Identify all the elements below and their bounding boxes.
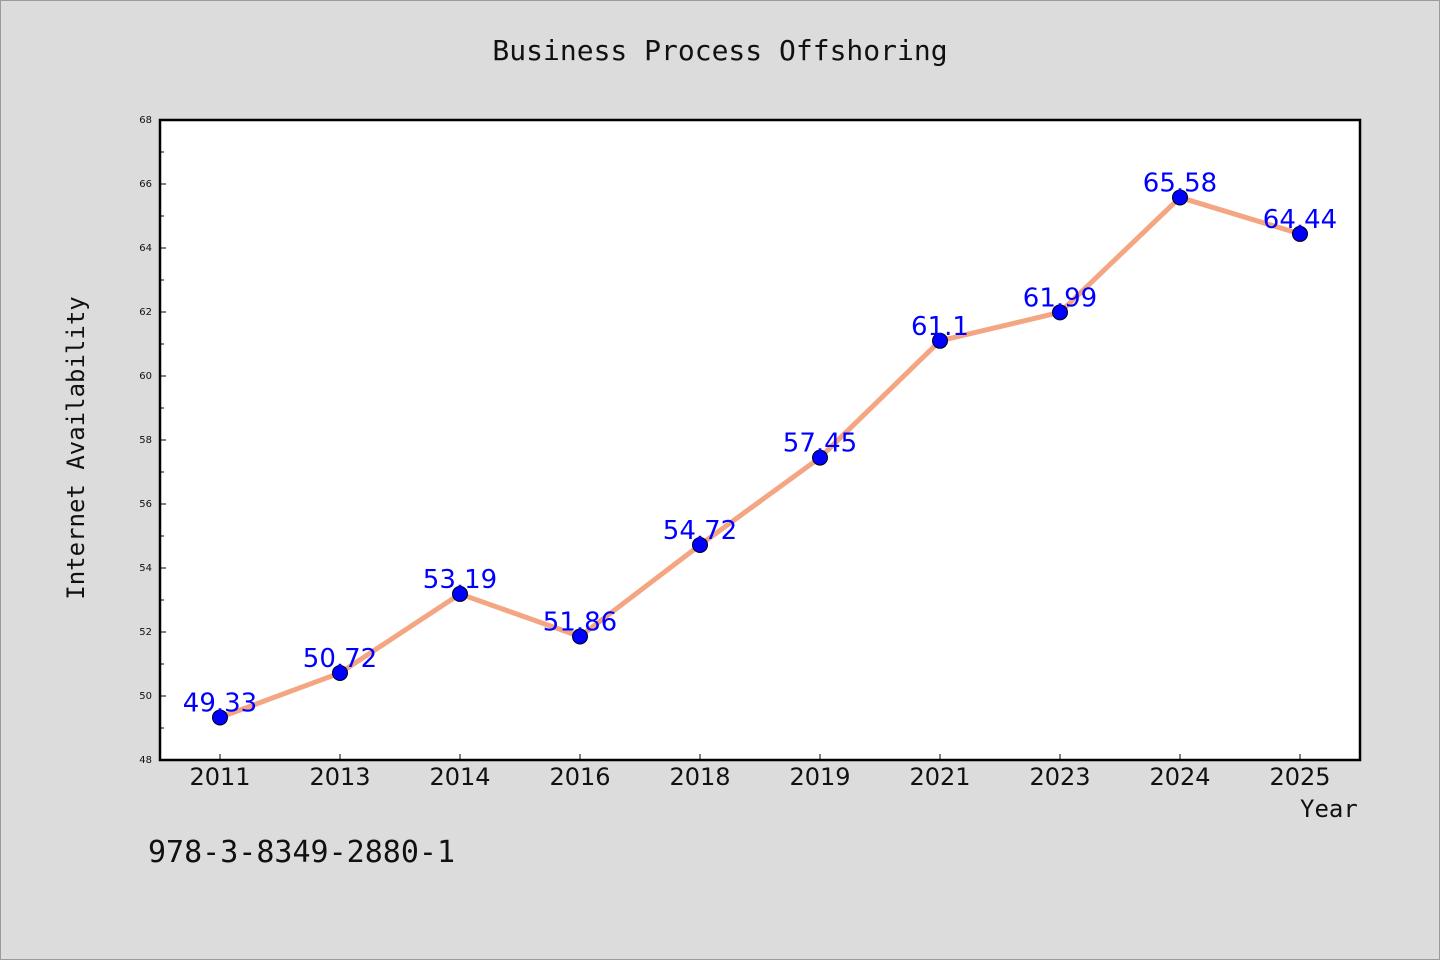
y-tick-label: 62	[139, 307, 152, 318]
data-point	[692, 536, 708, 553]
y-tick-label: 50	[139, 691, 152, 702]
data-label: 57.45	[783, 429, 857, 459]
y-tick-label: 56	[139, 499, 152, 510]
x-tick-label: 2018	[669, 763, 730, 791]
data-point	[452, 585, 468, 602]
x-tick-label: 2021	[909, 763, 970, 791]
data-label: 61.1	[911, 312, 969, 342]
y-tick-label: 58	[139, 435, 152, 446]
y-tick-label: 54	[139, 563, 152, 574]
y-tick-label: 66	[139, 179, 152, 190]
x-tick-label: 2023	[1029, 763, 1090, 791]
footnote-isbn: 978-3-8349-2880-1	[148, 835, 456, 870]
series-line	[217, 194, 1303, 720]
data-point	[1052, 304, 1068, 321]
chart-title: Business Process Offshoring	[492, 34, 948, 67]
y-tick-label: 60	[139, 371, 152, 382]
y-tick-label: 64	[139, 243, 152, 254]
x-tick-label: 2016	[549, 763, 610, 791]
x-axis-label: Year	[1300, 795, 1358, 823]
data-point	[332, 664, 348, 681]
data-point	[212, 709, 228, 726]
x-tick-label: 2019	[789, 763, 850, 791]
data-label: 61.99	[1023, 283, 1097, 313]
data-point	[572, 628, 588, 645]
x-tick-label: 2011	[189, 763, 250, 791]
data-label: 54.72	[663, 516, 737, 546]
y-tick-label: 68	[139, 115, 152, 126]
data-label: 64.44	[1263, 205, 1337, 235]
data-point	[812, 449, 828, 466]
x-tick-label: 2014	[429, 763, 490, 791]
x-tick-label: 2013	[309, 763, 370, 791]
x-tick-label: 2025	[1269, 763, 1330, 791]
x-tick-label: 2024	[1149, 763, 1210, 791]
data-label: 65.58	[1143, 168, 1217, 198]
data-point	[932, 332, 948, 349]
y-tick-label: 52	[139, 627, 152, 638]
y-tick-label: 48	[139, 755, 152, 766]
plot-area	[158, 118, 1362, 762]
data-label: 51.86	[543, 607, 617, 637]
data-point	[1292, 225, 1308, 242]
data-label: 53.19	[423, 565, 497, 595]
data-label: 50.72	[303, 644, 377, 674]
data-point	[1172, 189, 1188, 206]
data-label: 49.33	[183, 688, 257, 718]
